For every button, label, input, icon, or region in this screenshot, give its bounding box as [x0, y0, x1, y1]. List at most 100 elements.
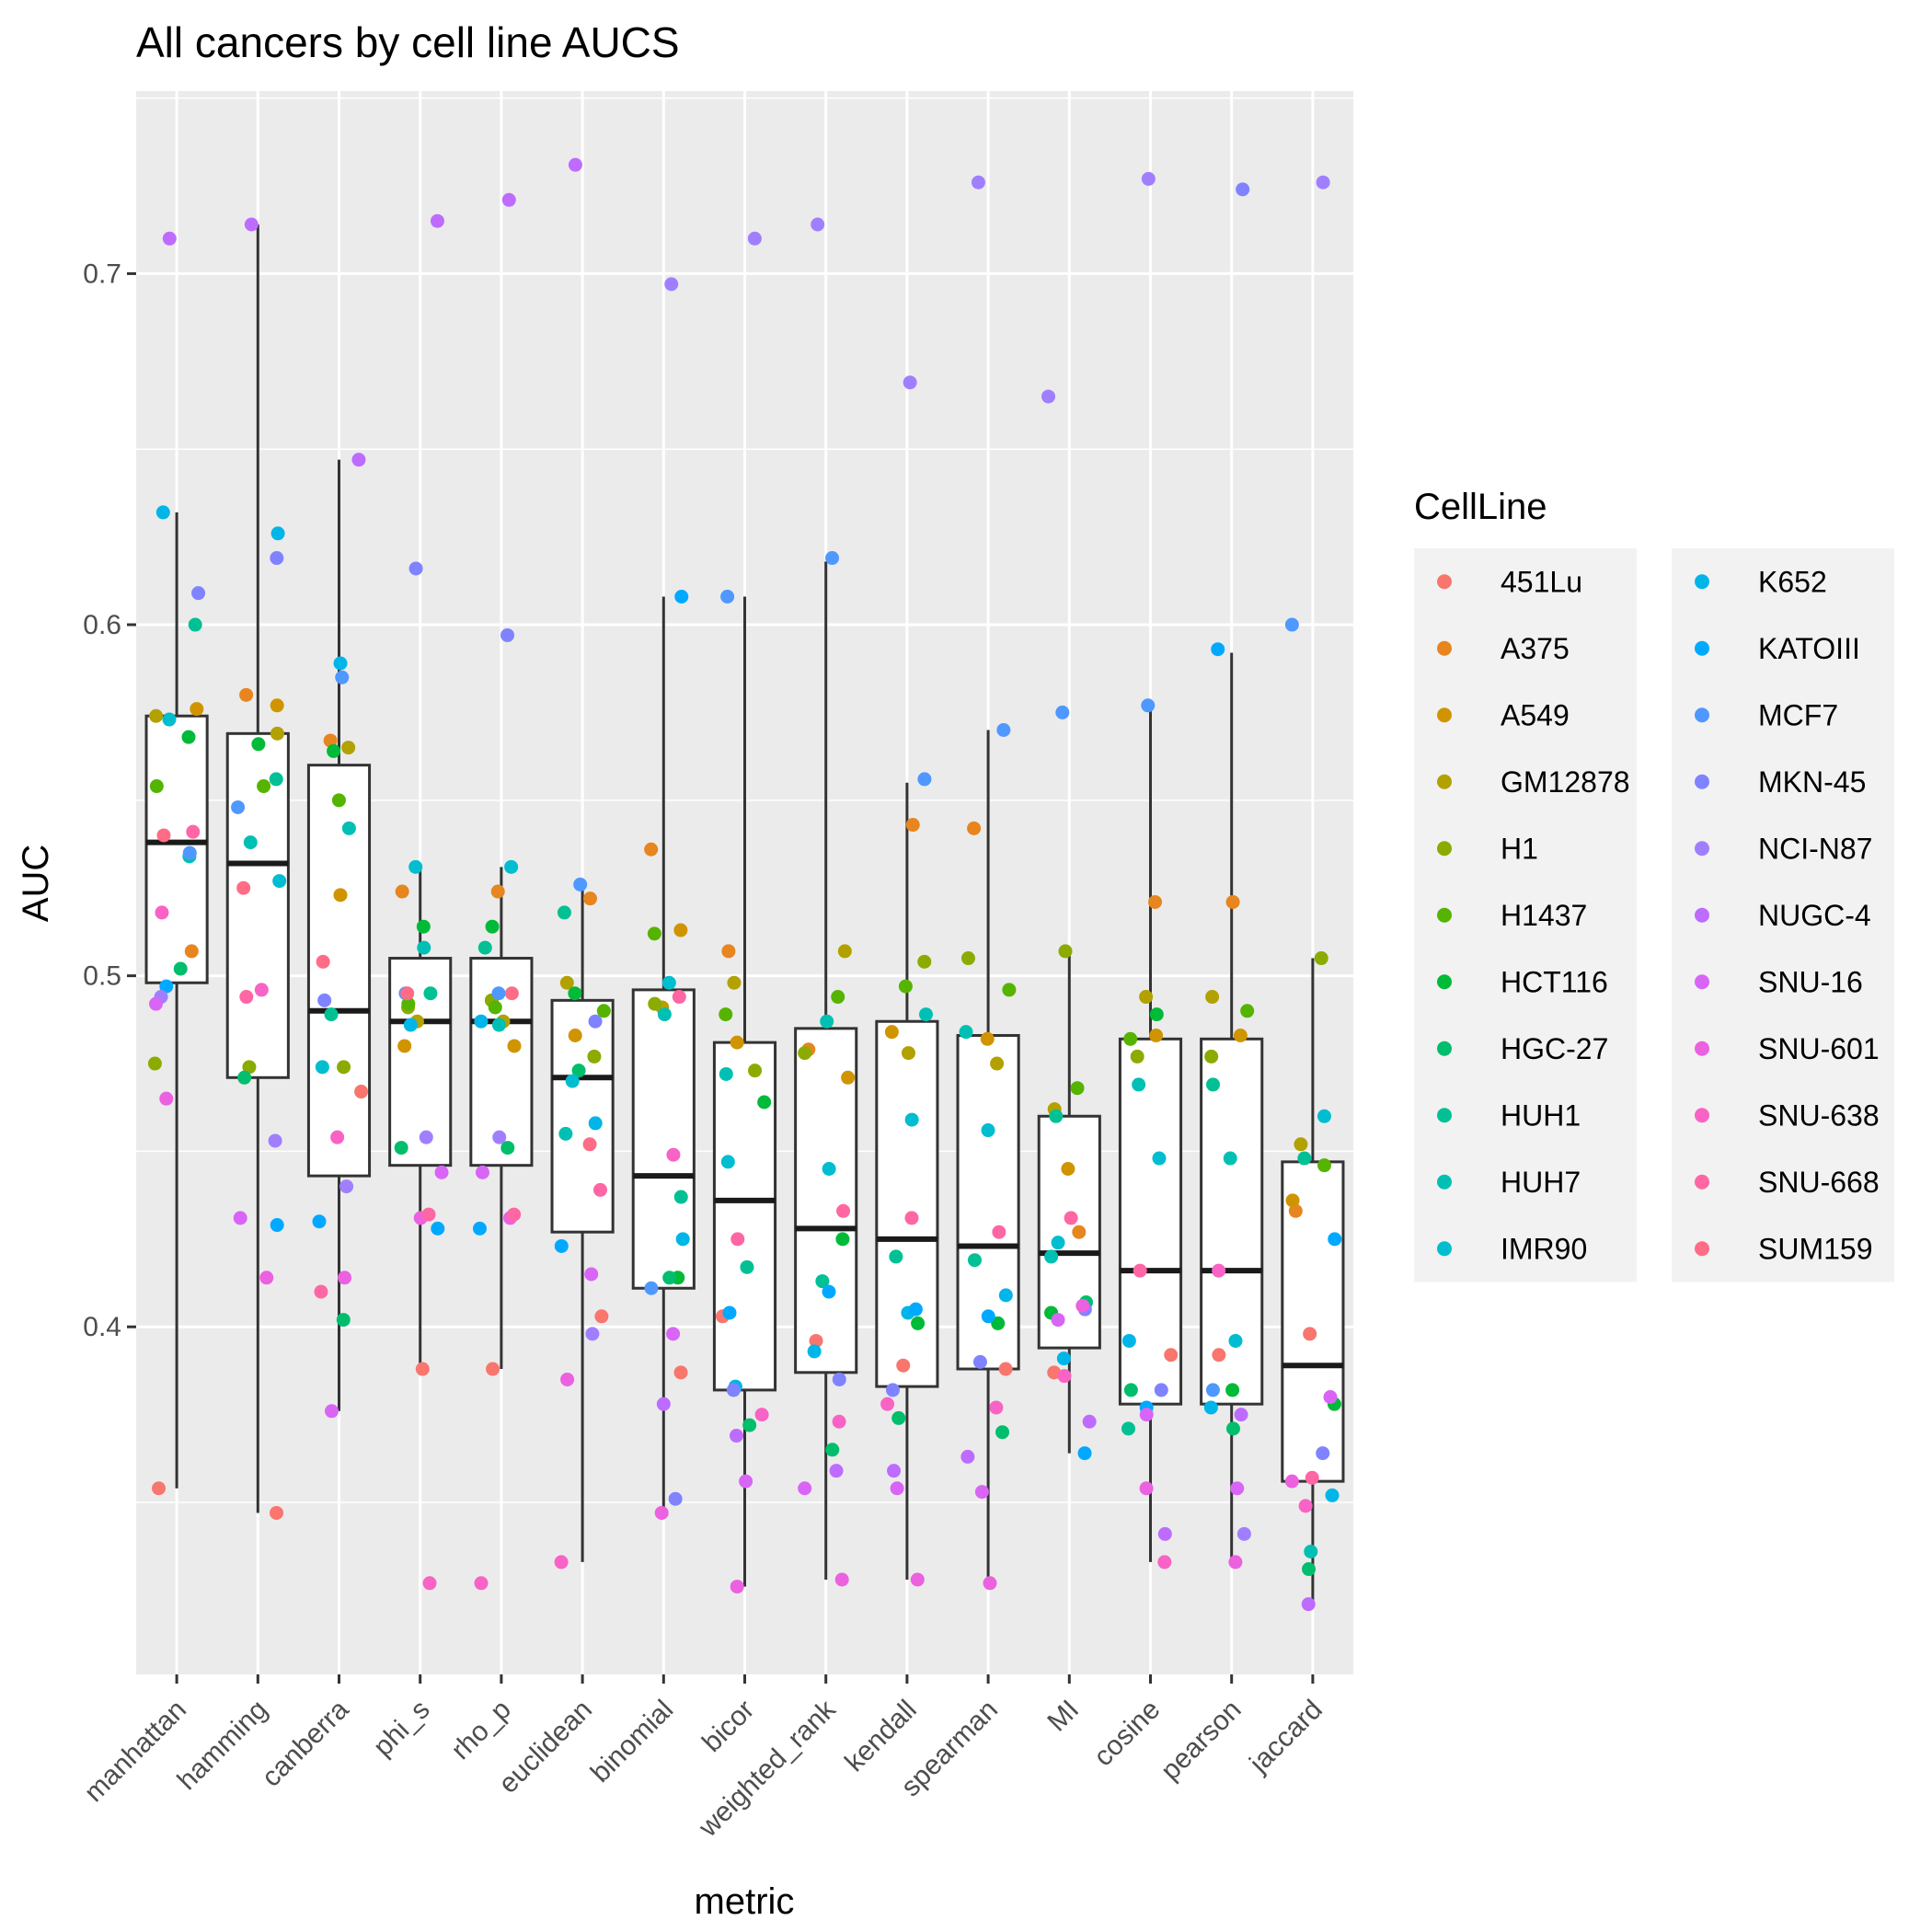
legend-label: 451Lu [1501, 565, 1582, 598]
data-point [1075, 1298, 1090, 1313]
legend-label: A375 [1501, 632, 1570, 665]
data-point [1082, 1414, 1097, 1429]
data-point [1123, 1383, 1138, 1397]
y-tick-label: 0.6 [83, 610, 121, 640]
data-point [1148, 894, 1163, 909]
data-point [904, 1112, 919, 1127]
legend-label: MKN-45 [1758, 765, 1866, 799]
data-point [408, 561, 423, 576]
data-point [184, 944, 199, 959]
y-tick-label: 0.4 [83, 1312, 121, 1342]
legend-item: K652 [1672, 548, 1827, 615]
data-point [1316, 175, 1330, 190]
legend-label: GM12878 [1501, 765, 1630, 799]
data-point [1302, 1562, 1317, 1577]
data-point [719, 1066, 733, 1081]
data-point [1223, 1151, 1237, 1166]
y-tick-label: 0.7 [83, 259, 121, 289]
data-point [989, 1400, 1004, 1415]
data-point [971, 175, 985, 190]
data-point [423, 986, 438, 1001]
data-point [403, 1018, 418, 1032]
legend-item: HGC-27 [1414, 1015, 1608, 1082]
legend-swatch [1695, 707, 1709, 723]
legend-swatch [1695, 1041, 1709, 1056]
data-point [1225, 894, 1240, 909]
data-point [992, 1225, 1006, 1239]
points-rho_p [472, 192, 522, 1591]
legend-item: GM12878 [1414, 748, 1630, 815]
data-point [331, 793, 346, 808]
data-point [152, 1481, 167, 1496]
points-bicor [715, 231, 772, 1594]
data-point [901, 1046, 915, 1061]
points-weighted_rank [798, 217, 856, 1587]
data-point [336, 1313, 351, 1328]
data-point [554, 1555, 569, 1570]
data-point [967, 1253, 982, 1268]
data-point [312, 1214, 327, 1229]
data-point [596, 1004, 611, 1018]
y-axis-title: AUC [16, 845, 56, 922]
chart-title: All cancers by cell line AUCS [136, 18, 680, 66]
legend-label: HUH7 [1501, 1166, 1581, 1199]
data-point [325, 1404, 339, 1419]
data-point [474, 1014, 489, 1029]
data-point [475, 1165, 489, 1179]
data-point [880, 1397, 895, 1411]
data-point [394, 1141, 408, 1156]
data-point [488, 1000, 502, 1015]
data-point [917, 772, 932, 787]
data-point [885, 1383, 900, 1397]
data-point [740, 1259, 754, 1274]
data-point [1205, 1383, 1220, 1397]
data-point [668, 1491, 683, 1506]
box-iqr [225, 731, 290, 1079]
legend-swatch [1437, 640, 1452, 656]
data-point [416, 919, 431, 934]
data-point [1149, 1007, 1164, 1022]
data-point [1236, 1526, 1251, 1541]
data-point [908, 1302, 923, 1317]
boxplot-canberra [306, 459, 372, 1411]
data-point [1058, 944, 1073, 959]
data-point [831, 990, 845, 1005]
box-iqr [306, 764, 372, 1178]
data-point [1314, 951, 1328, 966]
data-point [233, 1211, 247, 1225]
data-point [337, 1060, 351, 1075]
data-point [1294, 1137, 1308, 1152]
data-point [1057, 1369, 1072, 1384]
data-point [430, 213, 444, 228]
data-point [491, 1018, 506, 1032]
data-point [181, 730, 196, 744]
data-point [1130, 1049, 1144, 1064]
data-point [991, 1316, 1006, 1330]
data-point [339, 1179, 354, 1194]
points-kendall [880, 375, 933, 1587]
legend-title: CellLine [1414, 487, 1547, 527]
data-point [1123, 1031, 1138, 1046]
data-point [1139, 1408, 1154, 1422]
data-point [239, 687, 254, 702]
legend-item: SNU-668 [1672, 1148, 1880, 1215]
data-point [1051, 1313, 1065, 1328]
legend-item: A375 [1414, 615, 1570, 682]
data-point [719, 1007, 733, 1022]
data-point [415, 1362, 430, 1376]
data-point [335, 670, 350, 684]
data-point [742, 1418, 757, 1432]
data-point [401, 996, 416, 1011]
legend-label: SNU-16 [1758, 965, 1863, 998]
data-point [726, 1383, 741, 1397]
data-point [1228, 1555, 1243, 1570]
data-point [1154, 1383, 1168, 1397]
legend-item: H1 [1414, 815, 1538, 882]
data-point [1225, 1421, 1240, 1436]
data-point [500, 1141, 515, 1156]
boxplot-cosine [1118, 705, 1183, 1562]
data-point [720, 1155, 735, 1169]
data-point [644, 1281, 659, 1295]
data-point [486, 1362, 500, 1376]
